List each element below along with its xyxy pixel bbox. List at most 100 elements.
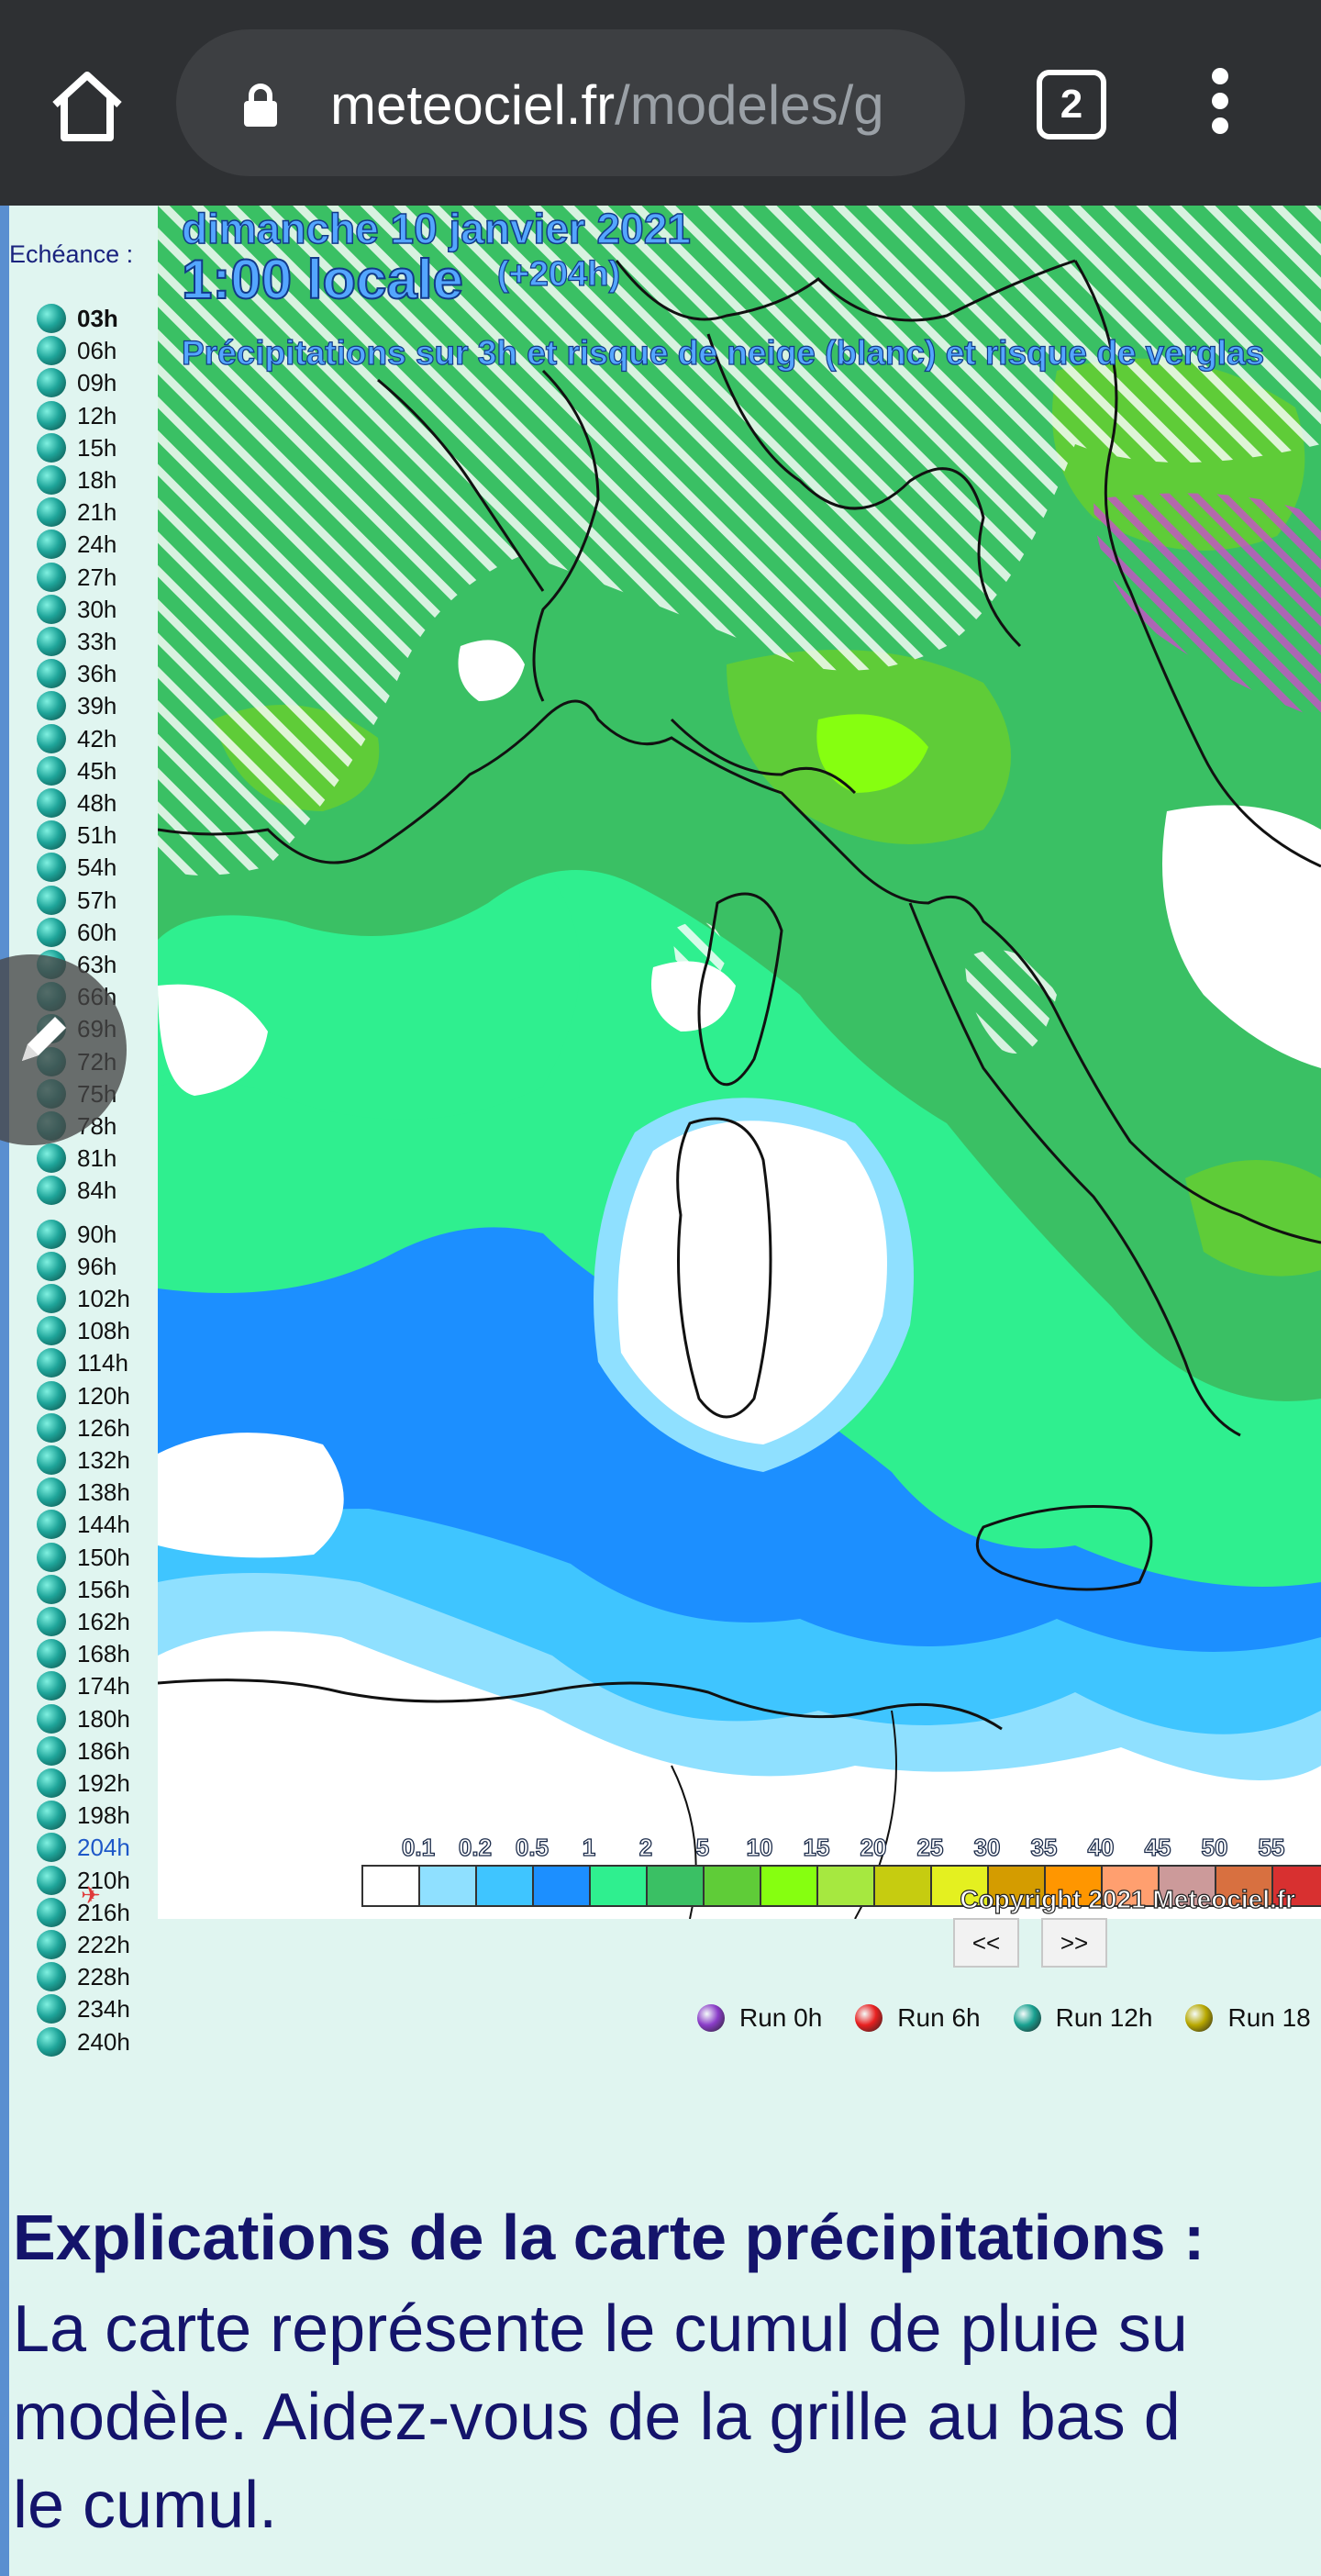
timestep-label: 234h [77, 1994, 130, 2023]
timestep-54h[interactable]: 54h [37, 852, 117, 883]
timestep-48h[interactable]: 48h [37, 787, 117, 819]
timestep-ball-icon [37, 788, 66, 818]
explanation-line-1: La carte représente le cumul de pluie su [13, 2292, 1188, 2366]
run-6h-label: Run 6h [897, 2003, 981, 2032]
run-0h[interactable]: Run 0h [697, 2003, 822, 2033]
timestep-24h[interactable]: 24h [37, 529, 117, 560]
scale-label: 40 [1087, 1833, 1115, 1861]
timestep-label: 12h [77, 401, 117, 429]
timestep-234h[interactable]: 234h [37, 1993, 130, 2024]
timestep-15h[interactable]: 15h [37, 432, 117, 463]
address-bar[interactable]: meteociel.fr/modeles/g [176, 29, 965, 176]
timestep-label: 84h [77, 1176, 117, 1204]
timestep-192h[interactable]: 192h [37, 1768, 130, 1799]
timestep-ball-icon [37, 1143, 66, 1173]
timestep-180h[interactable]: 180h [37, 1703, 130, 1734]
timestep-162h[interactable]: 162h [37, 1606, 130, 1637]
timestep-240h[interactable]: 240h [37, 2026, 130, 2057]
timestep-138h[interactable]: 138h [37, 1477, 130, 1508]
timestep-204h[interactable]: 204h [37, 1832, 130, 1863]
tabs-icon[interactable]: 2 [1037, 70, 1106, 139]
run-6h-dot [855, 2004, 883, 2032]
timestep-ball-icon [37, 1866, 66, 1895]
timestep-33h[interactable]: 33h [37, 626, 117, 657]
map-graphic [158, 206, 1321, 1919]
pencil-icon [22, 1017, 66, 1061]
timestep-102h[interactable]: 102h [37, 1283, 130, 1314]
timestep-ball-icon [37, 1445, 66, 1475]
home-icon[interactable] [46, 64, 128, 147]
timestep-51h[interactable]: 51h [37, 820, 117, 851]
timestep-label: 45h [77, 756, 117, 785]
timestep-132h[interactable]: 132h [37, 1444, 130, 1476]
scale-box [1046, 1867, 1103, 1905]
timestep-03h[interactable]: 03h [37, 303, 118, 334]
timestep-144h[interactable]: 144h [37, 1509, 130, 1540]
timestep-210h[interactable]: 210h [37, 1865, 130, 1896]
timestep-39h[interactable]: 39h [37, 690, 117, 721]
scale-box [420, 1867, 477, 1905]
timestep-label: 144h [77, 1510, 130, 1538]
timestep-120h[interactable]: 120h [37, 1380, 130, 1411]
timestep-150h[interactable]: 150h [37, 1542, 130, 1573]
timestep-126h[interactable]: 126h [37, 1412, 130, 1444]
run-18h[interactable]: Run 18 [1185, 2003, 1311, 2033]
timestep-ball-icon [37, 691, 66, 720]
scale-box [989, 1867, 1046, 1905]
timestep-06h[interactable]: 06h [37, 335, 117, 366]
timestep-ball-icon [37, 886, 66, 915]
timestep-57h[interactable]: 57h [37, 885, 117, 916]
timestep-90h[interactable]: 90h [37, 1219, 117, 1250]
timestep-ball-icon [37, 1575, 66, 1604]
timestep-30h[interactable]: 30h [37, 594, 117, 625]
timestep-ball-icon [37, 1833, 66, 1862]
run-6h[interactable]: Run 6h [855, 2003, 981, 2033]
timestep-96h[interactable]: 96h [37, 1251, 117, 1282]
timestep-09h[interactable]: 09h [37, 367, 117, 398]
timestep-108h[interactable]: 108h [37, 1315, 130, 1346]
timestep-174h[interactable]: 174h [37, 1670, 130, 1701]
scale-label: 2 [638, 1833, 653, 1861]
scale-label: 20 [860, 1833, 887, 1861]
timestep-label: 15h [77, 433, 117, 462]
next-button[interactable]: >> [1041, 1918, 1107, 1968]
timestep-12h[interactable]: 12h [37, 400, 117, 431]
timestep-label: 03h [77, 304, 118, 332]
timestep-42h[interactable]: 42h [37, 723, 117, 754]
timestep-81h[interactable]: 81h [37, 1143, 117, 1174]
timestep-222h[interactable]: 222h [37, 1929, 130, 1960]
timestep-156h[interactable]: 156h [37, 1574, 130, 1605]
timestep-21h[interactable]: 21h [37, 496, 117, 528]
timestep-36h[interactable]: 36h [37, 658, 117, 689]
timestep-label: 240h [77, 2027, 130, 2056]
timestep-228h[interactable]: 228h [37, 1961, 130, 1992]
timestep-ball-icon [37, 368, 66, 397]
timestep-60h[interactable]: 60h [37, 917, 117, 948]
scale-box [818, 1867, 875, 1905]
timestep-ball-icon [37, 1284, 66, 1313]
timestep-168h[interactable]: 168h [37, 1638, 130, 1669]
timestep-ball-icon [37, 1348, 66, 1377]
run-12h[interactable]: Run 12h [1013, 2003, 1152, 2033]
timestep-84h[interactable]: 84h [37, 1175, 117, 1206]
timestep-45h[interactable]: 45h [37, 755, 117, 786]
timestep-198h[interactable]: 198h [37, 1800, 130, 1831]
timestep-18h[interactable]: 18h [37, 464, 117, 496]
scale-label: 55 [1258, 1833, 1285, 1861]
timestep-27h[interactable]: 27h [37, 562, 117, 593]
timestep-ball-icon [37, 1930, 66, 1959]
timestep-label: 216h [77, 1898, 130, 1926]
timestep-114h[interactable]: 114h [37, 1347, 128, 1378]
more-vert-icon[interactable] [1202, 68, 1238, 141]
timestep-ball-icon [37, 1176, 66, 1205]
timestep-186h[interactable]: 186h [37, 1735, 130, 1767]
scale-box [534, 1867, 591, 1905]
prev-button[interactable]: << [953, 1918, 1019, 1968]
timestep-216h[interactable]: 216h [37, 1897, 130, 1928]
timestep-label: 108h [77, 1316, 130, 1344]
copyright: Copyright 2021 Meteociel.fr [960, 1884, 1296, 1913]
timestep-ball-icon [37, 1316, 66, 1345]
timestep-ball-icon [37, 1994, 66, 2024]
timestep-label: 114h [77, 1348, 128, 1377]
timestep-label: 168h [77, 1639, 130, 1667]
